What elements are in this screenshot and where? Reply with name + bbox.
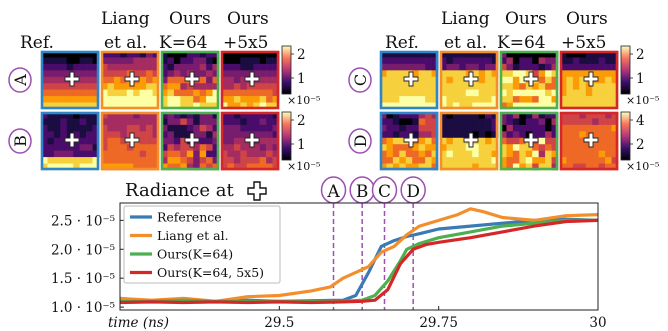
plus-marker-icon — [64, 71, 80, 87]
header-liang-1-r: Liang — [441, 9, 490, 29]
plus-marker-icon — [184, 71, 200, 87]
header-k64: K=64 — [159, 33, 208, 53]
plus-marker-icon — [64, 132, 80, 148]
heatmap-tile-B-3 — [160, 111, 220, 171]
heatmap-tile-D-4 — [559, 111, 619, 171]
legend-entry: Ours(K=64, 5x5) — [157, 265, 264, 280]
header-ref-r: Ref. — [385, 33, 419, 53]
heatmap-tile-C-4 — [559, 50, 619, 110]
colorbar-B: 2 1 ×10⁻⁵ — [281, 111, 320, 173]
plot-title: Radiance at — [125, 180, 234, 201]
row-label-C: C — [348, 67, 372, 93]
colorbar-tick: 1 — [297, 71, 306, 87]
x-axis-label: time (ns) — [108, 315, 169, 331]
heatmap-tiles — [40, 50, 619, 171]
plot-frame — [119, 202, 599, 311]
row-label-D: D — [348, 128, 372, 154]
row-label-B: B — [8, 128, 32, 154]
legend-entry: Liang et al. — [157, 228, 229, 243]
heatmap-tile-B-1 — [40, 111, 100, 171]
header-plus5: +5x5 — [223, 33, 268, 53]
plus-marker-icon — [184, 132, 200, 148]
heatmap-tile-A-4 — [220, 50, 280, 110]
colorbar-exponent: ×10⁻⁵ — [287, 94, 320, 107]
header-ours2-1: Ours — [227, 9, 269, 29]
heatmap-tile-A-1 — [40, 50, 100, 110]
row-labels: A B C D — [8, 67, 372, 154]
colorbars: 2 1 ×10⁻⁵ 2 1 ×10⁻⁵ 2 1 ×10⁻⁵ 4 2 ×10⁻⁵ — [281, 45, 659, 173]
legend-entry: Reference — [157, 210, 222, 225]
legend: Reference Liang et al. Ours(K=64) Ours(K=64… — [123, 205, 281, 284]
x-tick-label: 29.5 — [264, 315, 294, 331]
column-headers-right: Ref. Liang et al. Ours K=64 Ours +5x5 — [385, 9, 608, 53]
heatmap-tile-A-3 — [160, 50, 220, 110]
plus-marker-icon — [124, 71, 140, 87]
heatmap-tile-A-2 — [100, 50, 160, 110]
heatmap-tile-D-2 — [439, 111, 499, 171]
legend-entry: Ours(K=64) — [157, 247, 233, 262]
row-label-text: C — [351, 74, 370, 86]
plus-marker-icon — [463, 71, 479, 87]
marker-label-C: C — [378, 182, 391, 202]
row-label-A: A — [8, 67, 32, 93]
x-tick-label: 29.75 — [419, 315, 458, 331]
plus-marker-icon — [523, 132, 539, 148]
y-tick-label: 2.5 · 10⁻⁵ — [51, 213, 115, 229]
plus-marker-icon — [583, 132, 599, 148]
row-label-text: B — [11, 135, 30, 147]
plus-marker-icon — [523, 71, 539, 87]
header-liang-1: Liang — [101, 9, 150, 29]
colorbar-exponent: ×10⁻⁵ — [287, 160, 320, 173]
y-tick-label: 1.0 · 10⁻⁵ — [51, 300, 115, 316]
colorbar-tick: 4 — [636, 113, 645, 129]
colorbar-tick: 2 — [297, 113, 306, 129]
marker-label-D: D — [406, 182, 420, 202]
marker-label-A: A — [326, 182, 340, 202]
radiance-chart: A B C D 1.0 · 10⁻⁵ 1.5 · 10⁻⁵ 2.0 · 10⁻⁵ 2.5 · … — [51, 176, 607, 331]
row-label-text: D — [351, 135, 370, 148]
heatmap-tile-D-3 — [499, 111, 559, 171]
heatmap-tile-D-1 — [379, 111, 439, 171]
y-tick-label: 1.5 · 10⁻⁵ — [51, 271, 115, 287]
marker-label-B: B — [356, 182, 369, 202]
colorbar-tick: 1 — [636, 71, 645, 87]
header-liang-2: et al. — [104, 33, 147, 53]
heatmap-tile-C-3 — [499, 50, 559, 110]
x-tick-label: 30 — [589, 315, 606, 331]
colorbar-C: 2 1 ×10⁻⁵ — [620, 45, 659, 107]
header-ref: Ref. — [20, 33, 54, 53]
row-label-text: A — [11, 74, 30, 87]
colorbar-tick: 1 — [297, 137, 306, 153]
colorbar-exponent: ×10⁻⁵ — [626, 94, 659, 107]
heatmap-tile-C-2 — [439, 50, 499, 110]
colorbar-D: 4 2 ×10⁻⁵ — [620, 111, 659, 173]
heatmap-tile-B-4 — [220, 111, 280, 171]
colorbar-exponent: ×10⁻⁵ — [626, 160, 659, 173]
colorbar-tick: 2 — [636, 137, 645, 153]
header-k64-r: K=64 — [497, 33, 546, 53]
colorbar-A: 2 1 ×10⁻⁵ — [281, 45, 320, 107]
plus-marker-icon — [403, 132, 419, 148]
header-ours2-1-r: Ours — [566, 9, 608, 29]
series-line-2 — [119, 207, 599, 303]
column-headers-left: Ref. Liang et al. Ours K=64 Ours +5x5 — [20, 9, 269, 53]
colorbar-tick: 2 — [297, 47, 306, 63]
plus-marker-icon — [583, 71, 599, 87]
plus-marker-icon — [124, 132, 140, 148]
heatmap-tile-C-1 — [379, 50, 439, 110]
y-tick-label: 2.0 · 10⁻⁵ — [51, 242, 115, 258]
plus-marker-icon — [244, 71, 260, 87]
heatmap-tile-B-2 — [100, 111, 160, 171]
header-plus5-r: +5x5 — [561, 33, 606, 53]
series-line-4 — [119, 218, 599, 305]
plus-marker-icon — [247, 181, 267, 201]
plus-marker-icon — [244, 132, 260, 148]
header-ours-1: Ours — [169, 9, 211, 29]
plus-marker-icon — [463, 132, 479, 148]
header-liang-2-r: et al. — [444, 33, 487, 53]
plus-marker-icon — [403, 71, 419, 87]
header-ours-1-r: Ours — [505, 9, 547, 29]
colorbar-tick: 2 — [636, 47, 645, 63]
